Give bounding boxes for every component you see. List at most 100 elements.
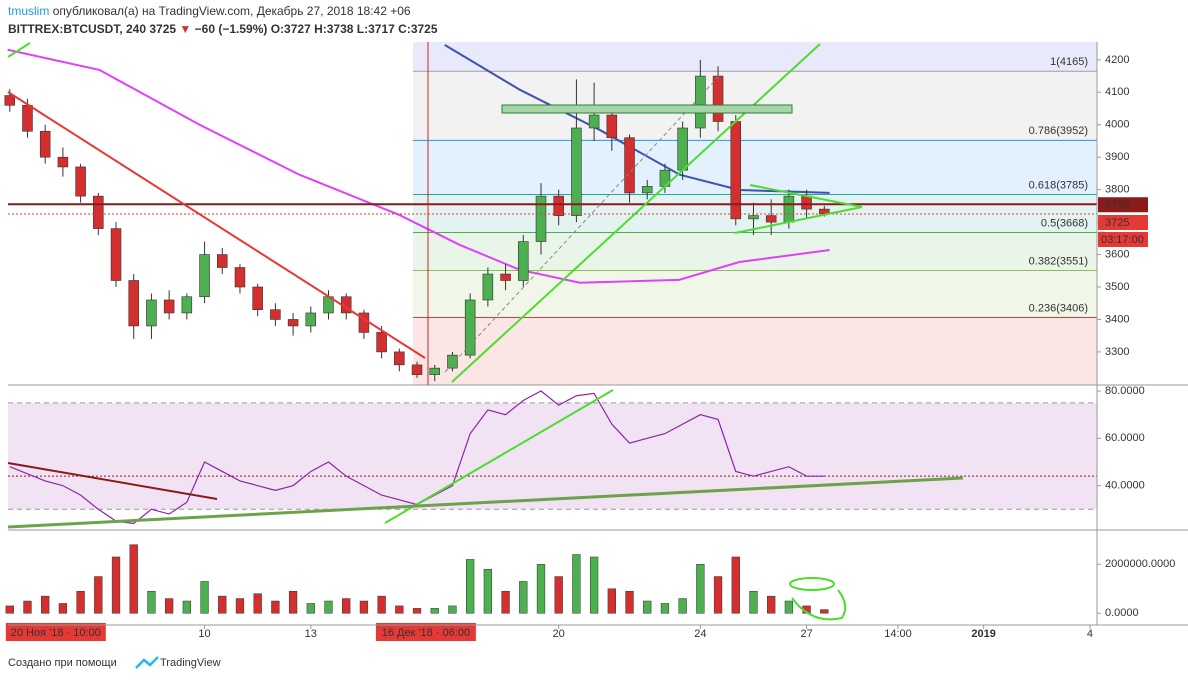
volume-bar (41, 595, 50, 614)
candle-body (535, 195, 547, 242)
candle-body (482, 273, 494, 301)
volume-bar (200, 581, 209, 614)
price-label: 3725 (1105, 217, 1129, 229)
header-line: tmuslim опубликовал(а) на TradingView.co… (8, 4, 411, 18)
countdown-box (1098, 231, 1148, 247)
volume-bar (483, 568, 493, 614)
fib-label: 0.618(3785) (1029, 179, 1088, 191)
x-marker-box (5, 623, 106, 641)
candle-body (287, 319, 299, 327)
fib-label: 0.236(3406) (1029, 302, 1088, 314)
volume-bar (607, 588, 616, 614)
change: −60 (−1.59%) (195, 22, 268, 36)
x-tick-label: 4 (1087, 628, 1093, 640)
candle-body (163, 299, 175, 314)
candle-body (252, 286, 263, 311)
candle-body (783, 195, 795, 223)
volume-bar (466, 559, 475, 614)
ohlc-close: C:3725 (398, 22, 438, 36)
logo (135, 656, 159, 669)
candle-body (765, 215, 777, 223)
candle-body (93, 195, 104, 229)
candle-body (464, 299, 476, 356)
candle-body (588, 114, 600, 129)
volume-bar (342, 598, 351, 614)
volume-bar (218, 595, 227, 614)
ohlc-low: L:3717 (357, 22, 395, 36)
y-tick-label: 3600 (1105, 248, 1129, 260)
volume-bar (430, 608, 439, 614)
volume-bar (94, 576, 103, 614)
x-tick-label: 20 (553, 628, 565, 640)
candle-body (677, 127, 688, 171)
symbol: BITTREX:BTCUSDT, 240 (8, 22, 146, 36)
volume-bar (359, 600, 369, 614)
highlight-ellipse (789, 577, 835, 591)
price-label-box (1098, 214, 1148, 230)
y-tick-label: 60.0000 (1105, 432, 1145, 444)
x-tick-label: 14:00 (884, 628, 912, 640)
x-tick-label: 13 (305, 628, 317, 640)
fib-top-band (413, 42, 1097, 72)
volume-bar (147, 590, 156, 614)
y-tick-label: 3500 (1105, 281, 1129, 293)
candle-body (146, 299, 157, 327)
volume-bar (164, 598, 174, 614)
volume-bar (501, 590, 510, 614)
y-tick-label: 0.0000 (1105, 607, 1139, 619)
trendline (7, 91, 426, 359)
x-tick-label: 27 (800, 628, 812, 640)
volume-bar (58, 603, 68, 614)
fib-band (413, 270, 1097, 318)
candle-body (606, 114, 618, 139)
x-tick-label: 24 (694, 628, 706, 640)
trendline (734, 206, 863, 234)
candle-body (4, 95, 16, 106)
candle-body (801, 195, 812, 210)
volume-bar (23, 600, 32, 614)
x-marker-box (375, 623, 476, 641)
volume-bar (696, 564, 705, 614)
volume-bar (182, 600, 191, 614)
candle-body (110, 228, 122, 281)
volume-bar (288, 590, 298, 614)
footer-brand[interactable]: TradingView (160, 657, 221, 669)
y-tick-label: 40.0000 (1105, 480, 1145, 492)
rectangle-drawing (501, 104, 793, 114)
y-tick-label: 3900 (1105, 151, 1129, 163)
volume-bar (731, 556, 740, 614)
countdown: 03:17:00 (1101, 234, 1144, 246)
volume-bar (660, 603, 670, 614)
candle-body (624, 137, 635, 194)
rsi-trendline (7, 462, 218, 500)
x-tick-label: 2019 (971, 628, 995, 640)
trendline (7, 42, 31, 58)
volume-bar (271, 600, 280, 614)
candle-body (128, 280, 139, 327)
last-price: 3725 (149, 22, 176, 36)
volume-bar (129, 544, 138, 614)
ohlc-open: O:3727 (271, 22, 311, 36)
fib-band (413, 232, 1097, 271)
trendline (749, 184, 863, 208)
trendline (451, 43, 821, 383)
candle-body (217, 254, 228, 268)
volume-bar (820, 609, 829, 614)
ohlc-high: H:3738 (314, 22, 354, 36)
volume-bar (235, 598, 245, 614)
y-tick-label: 3800 (1105, 184, 1129, 196)
fib-label: 1(4165) (1050, 56, 1088, 68)
highlight-curve (791, 589, 847, 621)
y-tick-label: 4100 (1105, 86, 1129, 98)
price-label-box (1098, 197, 1148, 213)
rsi-band (8, 402, 1097, 510)
candle-body (518, 241, 529, 281)
volume-bar (784, 600, 794, 614)
y-tick-label: 4200 (1105, 54, 1129, 66)
volume-bar (111, 556, 121, 614)
footer-text: Создано при помощи (8, 657, 117, 669)
candle-body (571, 127, 582, 216)
author[interactable]: tmuslim (8, 4, 49, 18)
rsi-trendline (384, 389, 614, 524)
